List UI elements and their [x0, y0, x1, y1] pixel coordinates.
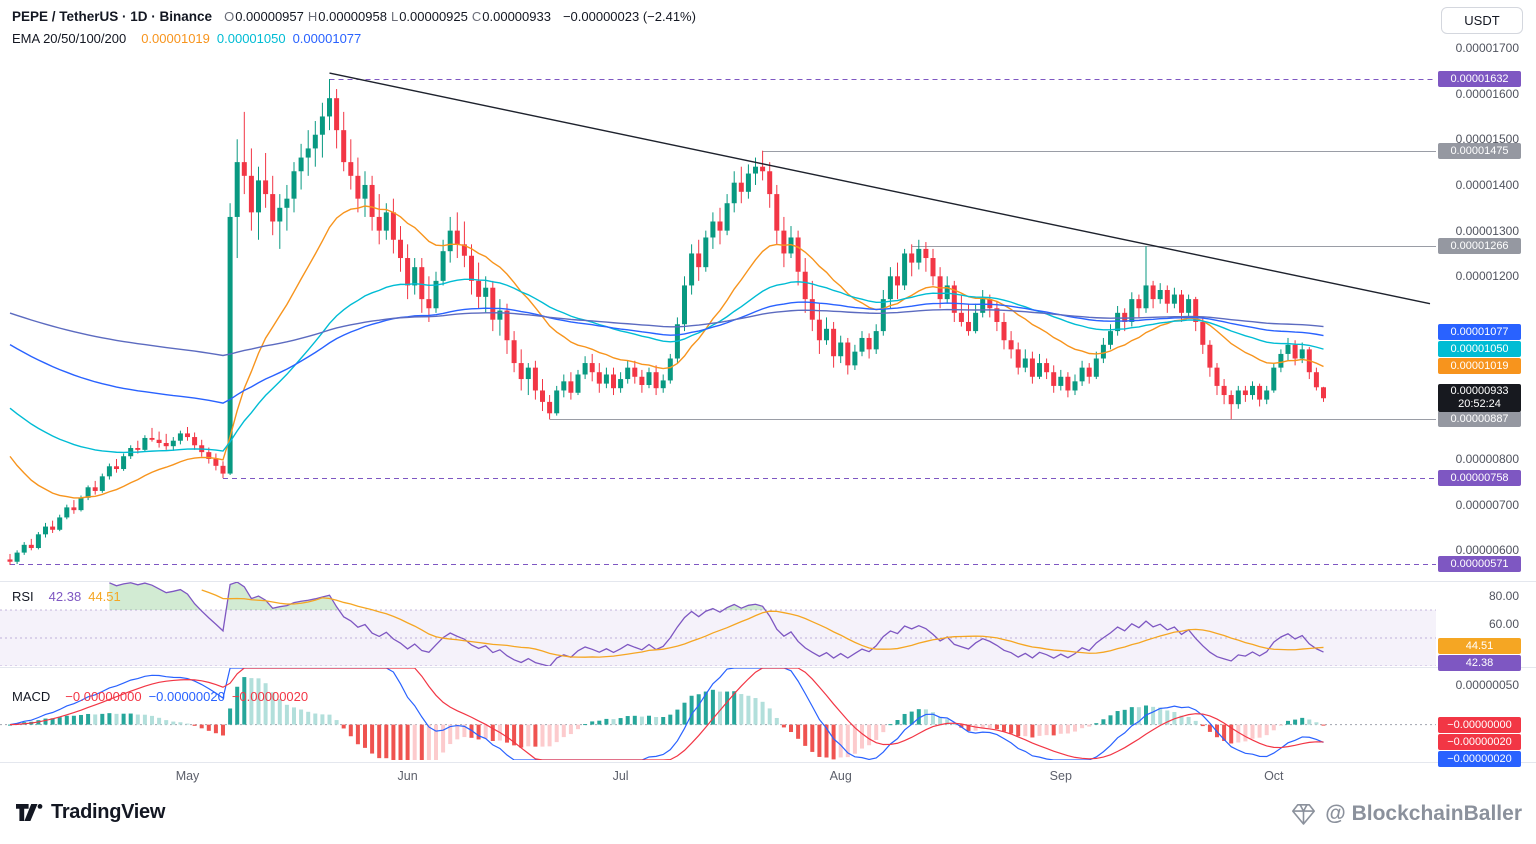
- axis-price-badge: 0.00001632: [1438, 71, 1521, 87]
- macd-value: −0.00000020: [231, 689, 309, 704]
- macd-indicator-header[interactable]: MACD −0.00000000 −0.00000020 −0.00000020: [12, 689, 308, 704]
- price-pane-chart[interactable]: [0, 0, 1436, 580]
- rsi-pane-chart[interactable]: [0, 582, 1436, 666]
- pane-separator[interactable]: [0, 667, 1536, 668]
- time-axis-separator: [0, 762, 1536, 763]
- axis-label: 0.00001200: [1455, 269, 1519, 284]
- macd-pane-chart[interactable]: [0, 668, 1436, 760]
- rsi-indicator-header[interactable]: RSI 42.38 44.51: [12, 589, 121, 604]
- axis-price-badge: 0.00000571: [1438, 555, 1521, 572]
- time-axis-month-label: May: [175, 769, 200, 783]
- ema-indicator-values: 0.00001019 0.00001050 0.00001077: [134, 31, 361, 46]
- time-axis[interactable]: May Jun Jul Aug Sep Oct: [0, 763, 1436, 791]
- axis-price-badge: −0.00000020: [1438, 751, 1521, 768]
- axis-price-badge: 0.00001077: [1438, 324, 1521, 341]
- time-axis-month-label: Jun: [397, 769, 418, 783]
- axis-price-badge: 0.00000887: [1438, 411, 1521, 428]
- axis-label: 80.00: [1488, 589, 1519, 603]
- axis-price-badge: 0.00001019: [1438, 358, 1521, 375]
- price-axis[interactable]: USDT 0.00001700 0.00001600 0.00001500 0.000…: [1436, 0, 1536, 768]
- ema-value: 0.00001050: [216, 31, 286, 46]
- axis-price-badge: 44.51: [1438, 637, 1521, 654]
- axis-label: 0.00000800: [1455, 451, 1519, 466]
- time-axis-month-label: Jul: [612, 769, 629, 783]
- axis-price-badge: 42.38: [1438, 654, 1521, 671]
- axis-label: 0.00001700: [1455, 40, 1519, 55]
- watermark: @ BlockchainBaller: [1291, 802, 1522, 826]
- ema-indicator-header[interactable]: EMA 20/50/100/200 0.00001019 0.00001050 0.…: [12, 31, 361, 46]
- axis-price-badge: 0.00000758: [1438, 470, 1521, 487]
- ohlc-value: 0.00000958: [318, 9, 387, 24]
- tradingview-wordmark: TradingView: [51, 801, 166, 823]
- rsi-value: 42.38: [48, 589, 82, 604]
- footer-bar: TradingView @ BlockchainBaller: [0, 792, 1536, 844]
- symbol-title[interactable]: PEPE / TetherUS · 1D · Binance: [12, 9, 213, 24]
- axis-price-badge: 0.00001266: [1438, 238, 1521, 255]
- main-price-scale[interactable]: 0.00001700 0.00001600 0.00001500 0.00001400…: [1436, 0, 1536, 580]
- time-axis-month-label: Sep: [1049, 769, 1072, 783]
- ohlc-values: O0.00000957 H0.00000958 L0.00000925 C0.0000…: [220, 9, 551, 24]
- macd-value: −0.00000020: [148, 689, 225, 704]
- ohlc-label: C: [471, 9, 482, 24]
- macd-value: −0.00000000: [65, 689, 142, 704]
- axis-label: 0.00001400: [1455, 177, 1519, 192]
- gem-icon: [1292, 803, 1316, 825]
- ohlc-label: L: [390, 9, 399, 24]
- ohlc-label: O: [224, 9, 235, 24]
- axis-label: 60.00: [1488, 617, 1519, 631]
- last-price-value: 0.00000933: [1450, 385, 1509, 398]
- ohlc-value: 0.00000933: [482, 9, 551, 24]
- macd-scale[interactable]: 0.00000050 −0.00000000 −0.00000020 −0.00000…: [1436, 668, 1536, 768]
- change-value: −0.00000023 (−2.41%): [562, 9, 696, 24]
- macd-indicator-values: −0.00000000 −0.00000020 −0.00000020: [58, 689, 308, 704]
- symbol-header[interactable]: PEPE / TetherUS · 1D · Binance O0.000009…: [12, 9, 696, 24]
- ema-value: 0.00001019: [141, 31, 210, 46]
- ohlc-value: 0.00000925: [399, 9, 468, 24]
- macd-indicator-label: MACD: [12, 689, 51, 704]
- axis-price-badge: 0.00001050: [1438, 341, 1521, 358]
- axis-label: 0.00000700: [1455, 497, 1519, 512]
- axis-price-badge: −0.00000000: [1438, 717, 1521, 734]
- candle-countdown: 20:52:24: [1458, 398, 1501, 411]
- axis-price-badge: 0.00001475: [1438, 142, 1521, 159]
- rsi-value: 44.51: [88, 589, 121, 604]
- axis-label: 0.00000050: [1455, 678, 1519, 693]
- ema-indicator-label: EMA 20/50/100/200: [12, 31, 127, 46]
- axis-label: 0.00001300: [1455, 223, 1519, 238]
- rsi-indicator-values: 42.38 44.51: [42, 589, 121, 604]
- pane-separator[interactable]: [0, 581, 1536, 582]
- watermark-text: @ BlockchainBaller: [1325, 802, 1522, 825]
- axis-label: 0.00000600: [1455, 543, 1519, 558]
- ema-value: 0.00001077: [292, 31, 362, 46]
- rsi-indicator-label: RSI: [12, 589, 34, 604]
- tradingview-logo-icon: [16, 804, 43, 821]
- tradingview-logo[interactable]: TradingView: [16, 801, 165, 824]
- axis-label: 0.00001600: [1455, 86, 1519, 101]
- currency-button[interactable]: USDT: [1441, 7, 1523, 34]
- last-price-badge: 0.00000933 20:52:24: [1438, 384, 1521, 413]
- ohlc-value: 0.00000957: [235, 9, 304, 24]
- time-axis-month-label: Oct: [1264, 769, 1284, 783]
- time-axis-month-label: Aug: [829, 769, 852, 783]
- rsi-scale[interactable]: 80.00 60.00 44.51 42.38: [1436, 582, 1536, 671]
- axis-price-badge: −0.00000020: [1438, 734, 1521, 751]
- ohlc-label: H: [307, 9, 318, 24]
